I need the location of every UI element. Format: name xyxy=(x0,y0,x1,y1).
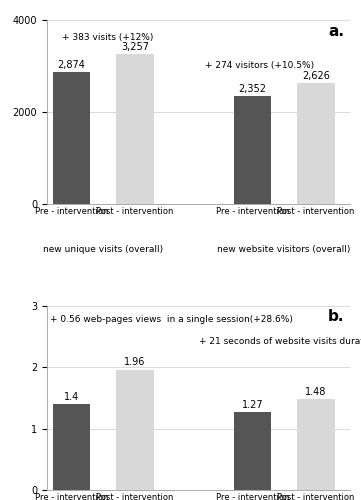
Text: + 0.56 web-pages views  in a single session(+28.6%): + 0.56 web-pages views in a single sessi… xyxy=(50,315,293,324)
Bar xyxy=(297,84,335,204)
Text: 1.4: 1.4 xyxy=(64,392,79,402)
Text: 2,626: 2,626 xyxy=(302,71,330,81)
Text: new website visitors (overall): new website visitors (overall) xyxy=(217,245,351,254)
Text: 2,874: 2,874 xyxy=(57,60,85,70)
Text: + 21 seconds of website visits duration (+14.2%): + 21 seconds of website visits duration … xyxy=(199,337,361,346)
Text: + 383 visits (+12%): + 383 visits (+12%) xyxy=(62,33,153,42)
Text: + 274 visitors (+10.5%): + 274 visitors (+10.5%) xyxy=(205,61,314,70)
Bar xyxy=(53,404,90,490)
Bar xyxy=(234,96,271,204)
Bar xyxy=(297,399,335,490)
Text: 2,352: 2,352 xyxy=(238,84,266,94)
Bar xyxy=(116,370,153,490)
Bar xyxy=(116,54,153,204)
Text: 1.27: 1.27 xyxy=(242,400,263,410)
Text: a.: a. xyxy=(328,24,344,38)
Text: new unique visits (overall): new unique visits (overall) xyxy=(43,245,163,254)
Bar xyxy=(53,72,90,204)
Text: 1.96: 1.96 xyxy=(124,358,145,368)
Bar xyxy=(234,412,271,490)
Text: b.: b. xyxy=(327,310,344,324)
Text: 3,257: 3,257 xyxy=(121,42,149,52)
Text: 1.48: 1.48 xyxy=(305,387,327,397)
